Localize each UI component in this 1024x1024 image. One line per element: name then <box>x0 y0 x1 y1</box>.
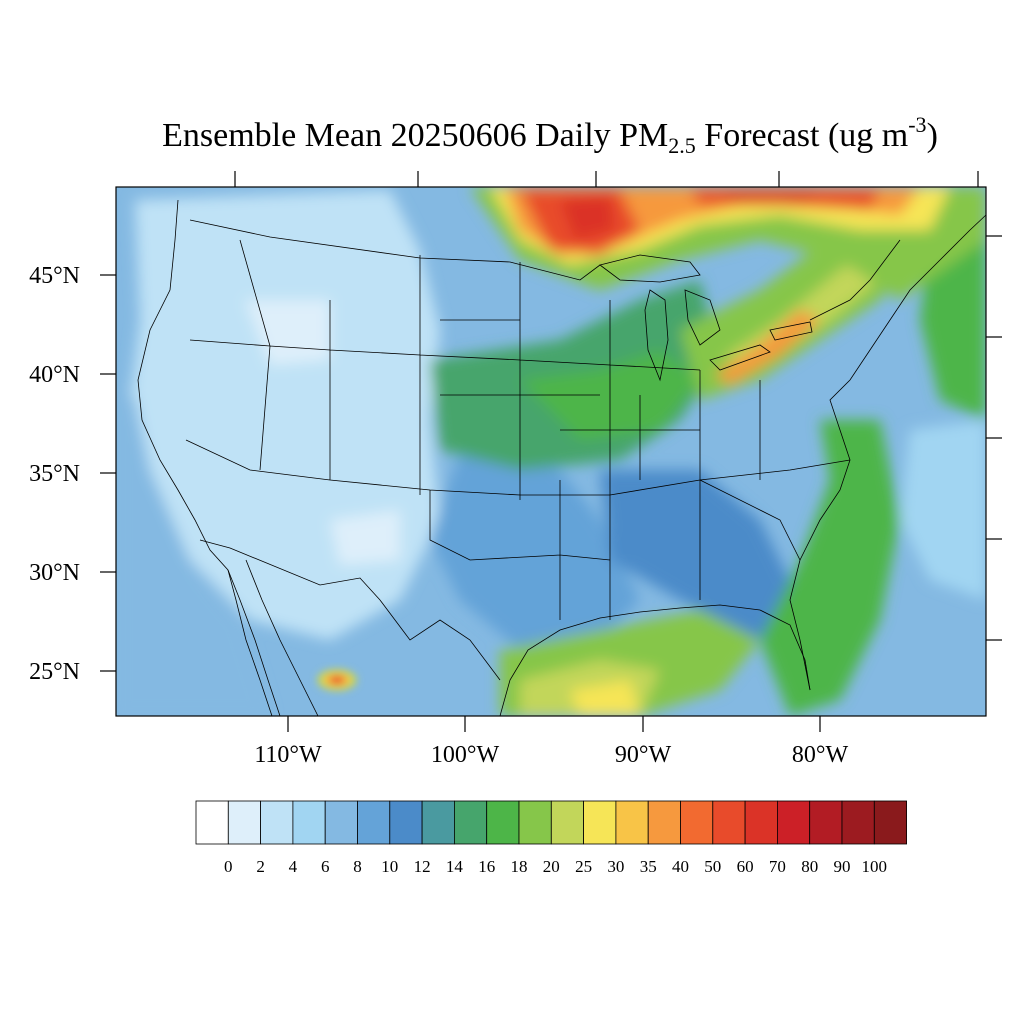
colorbar-label: 60 <box>737 857 754 876</box>
colorbar-label: 100 <box>862 857 888 876</box>
colorbar-label: 20 <box>543 857 560 876</box>
colorbar-label: 16 <box>478 857 495 876</box>
colorbar-label: 70 <box>769 857 786 876</box>
region-west-lighter <box>245 300 400 565</box>
region-canada-darkred <box>560 192 820 240</box>
colorbar-label: 0 <box>224 857 233 876</box>
lat-label: 30°N <box>29 560 80 586</box>
lon-label: 100°W <box>431 742 500 768</box>
colorbar-swatch <box>227 800 262 845</box>
lat-label: 45°N <box>29 263 80 289</box>
lake-superior <box>599 254 701 283</box>
lon-label: 110°W <box>254 742 322 768</box>
lat-label: 40°N <box>29 362 80 388</box>
colorbar-swatch <box>486 800 520 845</box>
colorbar-swatch <box>777 800 811 845</box>
region-atlantic-blue <box>900 420 986 600</box>
colorbar-label: 4 <box>289 857 298 876</box>
colorbar-label: 2 <box>256 857 265 876</box>
colorbar-label: 6 <box>321 857 330 876</box>
colorbar-swatch <box>841 800 875 845</box>
colorbar-swatch <box>292 800 326 845</box>
colorbar-swatch <box>680 800 714 845</box>
map-title: Ensemble Mean 20250606 Daily PM2.5 Forec… <box>0 112 1024 159</box>
colorbar-swatch <box>324 800 358 845</box>
colorbar-label: 50 <box>704 857 721 876</box>
axis-labels: 45°N 40°N 35°N 30°N 25°N 110°W 100°W 90°… <box>29 263 848 768</box>
title-prefix: Ensemble Mean 20250606 Daily PM <box>162 117 669 154</box>
region-atlantic-green <box>760 420 900 716</box>
lat-label: 35°N <box>29 461 80 487</box>
colorbar-swatch <box>518 800 552 845</box>
colorbar-label: 90 <box>834 857 851 876</box>
colorbar-label: 10 <box>381 857 398 876</box>
field-regions <box>116 187 986 716</box>
colorbar-label: 12 <box>414 857 431 876</box>
region-gulf-bright <box>570 680 640 716</box>
state-lines <box>185 239 851 620</box>
colorbar-swatch <box>583 800 617 845</box>
coastline-gulf <box>499 604 811 716</box>
lake-erie <box>709 344 771 371</box>
colorbar-swatch <box>550 800 584 845</box>
title-suffix: ) <box>926 117 938 154</box>
colorbar-swatch <box>389 800 423 845</box>
boundary-lines <box>137 199 986 716</box>
coastline-atlantic <box>789 214 986 691</box>
colorbar-label: 14 <box>446 857 464 876</box>
title-superscript: -3 <box>908 112 927 137</box>
coastline-baja <box>227 569 273 716</box>
colorbar: 0 2 4 6 8 10 12 14 16 18 20 25 30 35 40 50 60 70 80 90 100 <box>195 800 907 876</box>
colorbar-swatch <box>260 800 294 845</box>
pm25-field <box>116 187 986 716</box>
lon-label: 90°W <box>615 742 672 768</box>
colorbar-swatch <box>453 800 488 845</box>
colorbar-label: 25 <box>575 857 592 876</box>
colorbar-swatch <box>873 800 907 845</box>
title-subscript: 2.5 <box>668 133 696 158</box>
colorbar-swatch <box>744 800 778 845</box>
title-middle: Forecast (ug m <box>695 117 909 154</box>
colorbar-label: 30 <box>607 857 624 876</box>
lat-label: 25°N <box>29 659 80 685</box>
region-pacific-blue <box>116 380 270 716</box>
map-frame <box>115 186 987 717</box>
colorbar-swatch <box>195 800 229 845</box>
lon-label: 80°W <box>792 742 849 768</box>
colorbar-label: 80 <box>801 857 818 876</box>
colorbar-swatch <box>357 800 391 845</box>
colorbar-label: 35 <box>640 857 657 876</box>
lake-ontario <box>769 321 813 341</box>
region-plains-blue <box>430 430 640 650</box>
coastline-pacific <box>137 199 281 716</box>
colorbar-label: 8 <box>353 857 362 876</box>
colorbar-label: 18 <box>511 857 528 876</box>
region-lakes-orange <box>715 310 820 385</box>
colorbar-swatch <box>712 800 746 845</box>
lake-huron <box>684 289 721 346</box>
colorbar-swatch <box>647 800 681 845</box>
border-canada <box>189 219 601 281</box>
colorbar-label: 40 <box>672 857 689 876</box>
ticks <box>100 171 1002 732</box>
colorbar-swatch <box>615 800 649 845</box>
colorbar-swatch <box>421 800 455 845</box>
region-northeast-yellow <box>720 250 880 360</box>
border-mexico <box>199 539 501 681</box>
lake-michigan <box>644 289 669 382</box>
colorbar-swatch <box>809 800 843 845</box>
border-canada-east <box>809 239 901 321</box>
coastline-gulf-california <box>245 559 319 716</box>
hotspot-mexico <box>317 669 357 691</box>
